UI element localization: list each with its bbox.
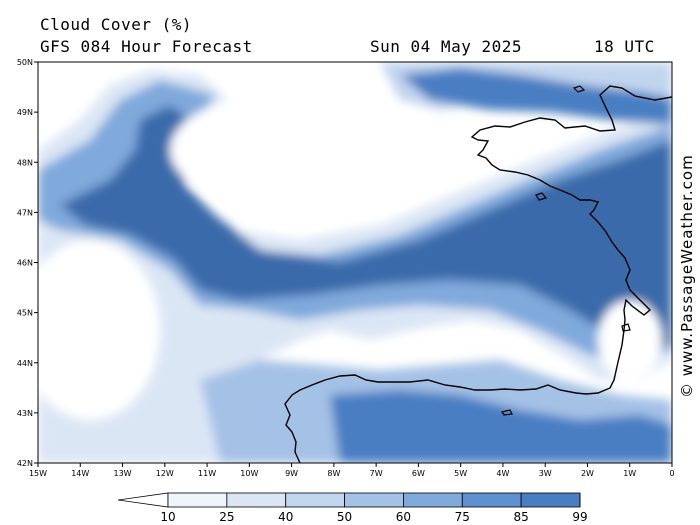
lat-tick-label: 49N bbox=[17, 108, 33, 117]
lat-tick-label: 50N bbox=[17, 58, 33, 67]
colorbar-level-label: 50 bbox=[337, 510, 352, 524]
colorbar-level-label: 60 bbox=[396, 510, 411, 524]
lon-tick-label: 15W bbox=[29, 469, 47, 478]
colorbar-segment bbox=[403, 492, 463, 508]
clear-pocket bbox=[170, 90, 430, 210]
clear-pocket bbox=[38, 240, 160, 420]
lon-tick-label: 4W bbox=[496, 469, 509, 478]
colorbar-level-label: 40 bbox=[278, 510, 293, 524]
lat-tick-label: 46N bbox=[17, 259, 33, 268]
lon-tick-label: 10W bbox=[240, 469, 258, 478]
lat-tick-label: 48N bbox=[17, 158, 33, 167]
cloud-band-mid bbox=[38, 80, 672, 365]
coastline-island bbox=[501, 409, 513, 416]
lat-tick-label: 44N bbox=[17, 359, 33, 368]
lon-tick-label: 12W bbox=[156, 469, 174, 478]
lon-tick-label: 9W bbox=[285, 469, 298, 478]
map-title: Cloud Cover (%) bbox=[40, 15, 192, 34]
coastline-island bbox=[535, 192, 548, 201]
colorbar-level-label: 10 bbox=[160, 510, 175, 524]
colorbar-segment bbox=[461, 492, 522, 508]
cloud-field bbox=[38, 62, 672, 463]
colorbar-level-label: 25 bbox=[219, 510, 234, 524]
lon-tick-label: 6W bbox=[412, 469, 425, 478]
cloud-band-dense-south bbox=[330, 390, 672, 463]
forecast-time: 18 UTC bbox=[594, 37, 655, 56]
colorbar-arrow-low bbox=[117, 492, 169, 508]
forecast-model: GFS 084 Hour Forecast bbox=[40, 37, 253, 56]
colorbar-level-label: 85 bbox=[514, 510, 529, 524]
cloud-band-dense bbox=[60, 105, 672, 350]
forecast-date: Sun 04 May 2025 bbox=[370, 37, 522, 56]
lon-tick-label: 3W bbox=[539, 469, 552, 478]
lon-tick-label: 13W bbox=[113, 469, 131, 478]
colorbar-segment bbox=[344, 492, 404, 508]
lon-tick-label: 11W bbox=[198, 469, 216, 478]
colorbar: 10 25 40 50 60 75 85 99 bbox=[117, 492, 588, 524]
colorbar-segment bbox=[520, 492, 581, 508]
colorbar-level-label: 75 bbox=[455, 510, 470, 524]
lat-tick-label: 42N bbox=[17, 459, 33, 468]
lon-tick-label: 5W bbox=[454, 469, 467, 478]
coastline-island bbox=[572, 85, 586, 93]
lon-tick-label: 14W bbox=[71, 469, 89, 478]
lon-tick-label: 8W bbox=[327, 469, 340, 478]
lat-tick-label: 43N bbox=[17, 409, 33, 418]
lat-tick-label: 45N bbox=[17, 309, 33, 318]
colorbar-segment bbox=[226, 492, 287, 508]
colorbar-level-label: 99 bbox=[572, 510, 587, 524]
lon-tick-label: 2W bbox=[581, 469, 594, 478]
lon-tick-label: 0 bbox=[669, 469, 674, 478]
colorbar-segment bbox=[167, 492, 228, 508]
latitude-ticks: 50N 49N 48N 47N 46N 45N 44N 43N 42N bbox=[17, 58, 38, 468]
coastlines bbox=[284, 85, 672, 463]
lon-tick-label: 1W bbox=[623, 469, 636, 478]
longitude-ticks: 15W 14W 13W 12W 11W 10W 9W 8W 7W 6W 5W 4W 3W 2W 1W 0 bbox=[29, 463, 675, 478]
clear-pocket bbox=[598, 300, 662, 380]
lon-tick-label: 7W bbox=[370, 469, 383, 478]
lat-tick-label: 47N bbox=[17, 208, 33, 217]
colorbar-segment bbox=[285, 492, 345, 508]
cloud-band-dense-top bbox=[400, 68, 672, 125]
coastline-france bbox=[284, 85, 672, 463]
coastline-island bbox=[621, 323, 631, 332]
